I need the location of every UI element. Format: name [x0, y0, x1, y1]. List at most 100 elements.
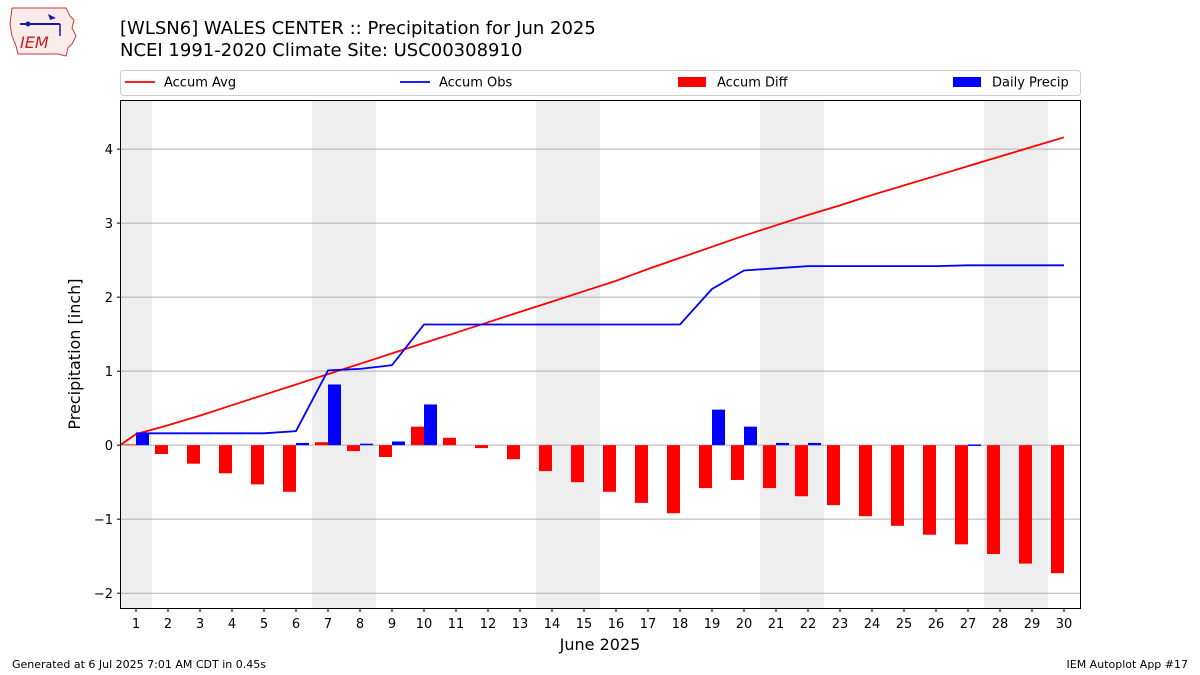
y-tick-label: 4	[105, 143, 113, 158]
accum-diff-bar	[283, 445, 296, 492]
legend-label: Daily Precip	[992, 76, 1069, 91]
accum-diff-bar	[187, 445, 200, 464]
legend-bar-swatch	[678, 77, 706, 87]
y-axis-label: Precipitation [inch]	[65, 278, 84, 429]
x-tick-label: 22	[800, 617, 817, 632]
x-tick-label: 28	[992, 617, 1009, 632]
legend-label: Accum Obs	[439, 76, 512, 91]
x-tick-label: 11	[448, 617, 465, 632]
legend-label: Accum Avg	[164, 76, 236, 91]
chart-title-line-2: NCEI 1991-2020 Climate Site: USC00308910	[120, 40, 523, 61]
daily-precip-bar	[296, 442, 309, 446]
daily-precip-bar	[392, 441, 405, 446]
bars	[123, 384, 1064, 574]
accum-diff-bar	[123, 444, 136, 446]
x-tick-label: 16	[608, 617, 625, 632]
accum-diff-bar	[635, 445, 648, 503]
x-tick-label: 4	[228, 617, 236, 632]
accum-diff-bar	[699, 445, 712, 489]
daily-precip-bar	[712, 409, 725, 446]
generated-timestamp: Generated at 6 Jul 2025 7:01 AM CDT in 0…	[12, 658, 266, 671]
chart-title-line-1: [WLSN6] WALES CENTER :: Precipitation fo…	[120, 18, 596, 39]
x-tick-label: 15	[576, 617, 593, 632]
legend-box	[120, 70, 1081, 96]
accum-diff-bar	[155, 445, 168, 455]
grid-lines	[121, 148, 1080, 594]
daily-precip-bar	[424, 404, 437, 446]
weekend-band	[121, 101, 152, 608]
accum-diff-bar	[507, 445, 520, 460]
plot-frame	[120, 100, 1081, 609]
legend-label: Accum Diff	[717, 76, 789, 91]
x-tick-label: 27	[960, 617, 977, 632]
daily-precip-bar	[808, 442, 821, 446]
x-tick-label: 1	[132, 617, 140, 632]
accum-diff-bar	[475, 445, 488, 449]
y-tick-label: 2	[105, 291, 113, 306]
accum-diff-bar	[763, 445, 776, 489]
accum-diff-bar	[795, 445, 808, 497]
accum-avg-line	[119, 136, 1065, 446]
weekend-band	[760, 101, 824, 608]
app-label: IEM Autoplot App #17	[1066, 658, 1189, 671]
lines	[119, 136, 1065, 446]
accum-diff-bar	[731, 445, 744, 480]
chart-title: [WLSN6] WALES CENTER :: Precipitation fo…	[120, 18, 596, 62]
daily-precip-bar	[968, 444, 981, 446]
x-tick-label: 29	[1024, 617, 1041, 632]
x-tick-label: 18	[672, 617, 689, 632]
daily-precip-bar	[360, 443, 373, 446]
accum-diff-bar	[827, 445, 840, 506]
accum-diff-bar	[571, 445, 584, 483]
accum-diff-bar	[411, 426, 424, 446]
accum-diff-bar	[1019, 445, 1032, 564]
x-tick-label: 5	[260, 617, 268, 632]
logo-text: IEM	[20, 33, 49, 52]
x-tick-label: 2	[164, 617, 172, 632]
x-tick-label: 14	[544, 617, 561, 632]
accum-diff-bar	[603, 445, 616, 492]
x-tick-label: 12	[480, 617, 497, 632]
weekend-shading	[121, 101, 1048, 608]
x-tick-label: 3	[196, 617, 204, 632]
x-tick-label: 19	[704, 617, 721, 632]
accum-diff-bar	[955, 445, 968, 545]
accum-diff-bar	[251, 445, 264, 485]
daily-precip-bar	[328, 384, 341, 446]
weekend-band	[312, 101, 376, 608]
iem-logo: IEM	[9, 7, 77, 57]
accum-diff-bar	[347, 445, 360, 452]
y-tick-label: 0	[105, 439, 113, 454]
accum-diff-bar	[315, 442, 328, 446]
legend: Accum Avg Accum Obs Accum Diff Daily Precip	[120, 70, 1081, 96]
y-tick-label: 3	[105, 217, 113, 232]
accum-diff-bar	[443, 437, 456, 446]
accum-diff-bar	[859, 445, 872, 517]
x-tick-label: 21	[768, 617, 785, 632]
x-tick-label: 20	[736, 617, 753, 632]
x-tick-label: 8	[356, 617, 364, 632]
x-tick-label: 7	[324, 617, 332, 632]
x-axis-label: June 2025	[559, 635, 641, 654]
legend-bar-swatch	[953, 77, 981, 87]
x-tick-label: 30	[1056, 617, 1073, 632]
accum-diff-bar	[1051, 445, 1064, 574]
accum-obs-line	[136, 264, 1064, 435]
daily-precip-bar	[136, 433, 149, 446]
accum-diff-bar	[539, 445, 552, 472]
x-tick-label: 6	[292, 617, 300, 632]
accum-diff-bar	[379, 445, 392, 458]
x-tick-label: 13	[512, 617, 529, 632]
x-tick-label: 10	[416, 617, 433, 632]
accum-diff-bar	[987, 445, 1000, 554]
daily-precip-bar	[776, 442, 789, 446]
weekend-band	[536, 101, 600, 608]
x-tick-label: 9	[388, 617, 396, 632]
accum-diff-bar	[219, 445, 232, 474]
x-tick-label: 26	[928, 617, 945, 632]
y-tick-label: −1	[94, 513, 113, 528]
x-tick-label: 23	[832, 617, 849, 632]
accum-diff-bar	[667, 445, 680, 514]
